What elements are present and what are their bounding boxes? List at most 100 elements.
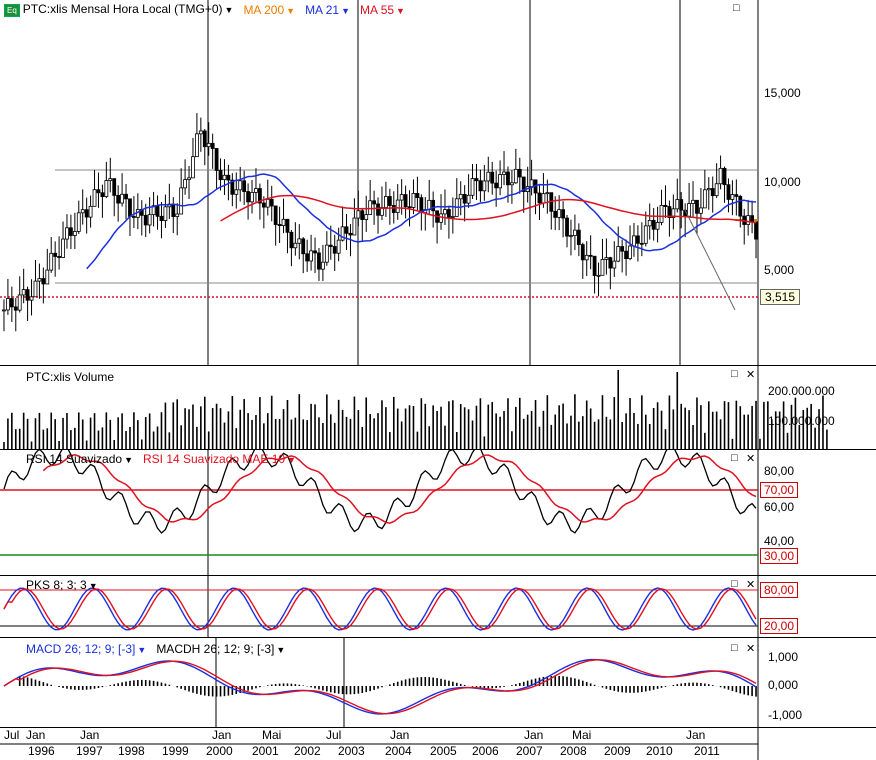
candle-body <box>9 298 14 308</box>
pks-legend-1[interactable]: PKS 8; 3; 3 ▼ <box>26 578 98 592</box>
candle-body <box>596 274 601 277</box>
candle-body <box>305 253 310 262</box>
ma55-legend[interactable]: MA 55 ▼ <box>360 2 405 17</box>
ma200-legend[interactable]: MA 200 ▼ <box>243 2 296 17</box>
candle-body <box>332 246 337 254</box>
candle-body <box>734 194 739 197</box>
candle-body <box>576 229 581 245</box>
x-month-jan: Jan <box>524 728 544 742</box>
chevron-down-icon[interactable]: ▼ <box>276 645 286 655</box>
candle-body <box>636 235 640 244</box>
candle-body <box>450 215 455 218</box>
macd-legend-2[interactable]: MACDH 26; 12; 9; [-3] ▼ <box>156 642 286 656</box>
maximize-icon[interactable]: □ <box>731 452 738 464</box>
candle-body <box>72 231 77 236</box>
candle-body <box>360 210 365 220</box>
candle-body <box>537 192 542 204</box>
candle-body <box>147 214 152 226</box>
candle-body <box>293 242 298 249</box>
candle-body <box>545 192 550 195</box>
candle-body <box>502 171 506 175</box>
candle-body <box>391 205 396 213</box>
candle-body <box>352 217 357 236</box>
price-chart[interactable] <box>0 0 876 366</box>
chevron-down-icon[interactable]: ▼ <box>396 5 405 16</box>
macd-y-tick-0: 0,000 <box>768 678 799 692</box>
candle-body <box>687 203 691 217</box>
candle-body <box>321 261 325 270</box>
chevron-down-icon[interactable]: ▼ <box>88 581 98 591</box>
x-month-jan: Jan <box>390 728 410 742</box>
candle-body <box>510 182 514 186</box>
macd-signal-line <box>3 659 757 715</box>
volume-y-tick-100m: 100.000.000 <box>768 414 835 428</box>
maximize-icon[interactable]: □ <box>731 642 738 654</box>
close-icon[interactable]: ✕ <box>746 643 756 655</box>
candle-body <box>462 193 467 204</box>
chevron-down-icon[interactable]: ▼ <box>124 455 133 465</box>
candle-body <box>403 194 408 208</box>
candle-body <box>132 216 136 218</box>
maximize-icon[interactable]: □ <box>733 2 740 14</box>
candle-body <box>183 179 187 189</box>
candle-body <box>679 199 684 211</box>
candle-body <box>258 188 262 204</box>
close-icon[interactable]: ✕ <box>746 453 756 465</box>
candle-body <box>738 196 743 217</box>
x-axis: Jul Jan Jan Jan Mai Jul Jan Jan Mai Jan … <box>0 728 876 760</box>
maximize-icon[interactable]: □ <box>731 578 738 590</box>
maximize-icon[interactable]: □ <box>731 368 738 380</box>
candle-body <box>210 142 215 149</box>
candle-body <box>69 227 73 236</box>
candle-body <box>273 205 278 225</box>
volume-chart[interactable] <box>0 366 876 450</box>
rsi-legend: RSI 14 Suavizado ▼ RSI 14 Suavizado MAE 1… <box>26 452 296 466</box>
candle-body <box>313 250 317 254</box>
candle-body <box>557 209 562 218</box>
volume-y-tick-200m: 200.000.000 <box>768 384 835 398</box>
candle-body <box>746 215 751 225</box>
candle-body <box>387 196 392 206</box>
rsi-chart[interactable] <box>0 450 876 576</box>
candle-body <box>155 205 160 217</box>
candle-body <box>2 309 6 312</box>
rsi-legend-1[interactable]: RSI 14 Suavizado ▼ <box>26 452 133 466</box>
candle-body <box>608 257 613 269</box>
chevron-down-icon[interactable]: ▼ <box>224 5 234 15</box>
x-year-label: 1997 <box>76 744 103 758</box>
candle-body <box>620 246 625 252</box>
rsi-legend-2[interactable]: RSI 14 Suavizado MAE 10 ▼ <box>142 452 296 466</box>
pks-chart[interactable] <box>0 576 876 638</box>
candle-body <box>65 227 69 240</box>
macd-legend-1[interactable]: MACD 26; 12; 9; [-3] ▼ <box>26 642 147 656</box>
candle-body <box>663 204 668 207</box>
macd-chart[interactable] <box>0 638 876 728</box>
candle-body <box>675 199 680 210</box>
chevron-down-icon[interactable]: ▼ <box>286 5 296 16</box>
candle-body <box>368 200 373 216</box>
candle-body <box>143 214 148 226</box>
x-year-label: 1996 <box>28 744 55 758</box>
symbol-title[interactable]: Eq PTC:xlis Mensal Hora Local (TMG+0) ▼ <box>4 2 233 17</box>
candle-body <box>53 252 58 257</box>
y-tick-10000: 10,000 <box>764 175 801 189</box>
candle-body <box>88 205 93 218</box>
candle-body <box>92 189 97 207</box>
chevron-down-icon[interactable]: ▼ <box>341 5 351 16</box>
close-icon[interactable]: ✕ <box>746 369 756 381</box>
chevron-down-icon[interactable]: ▼ <box>137 645 147 655</box>
macd-panel: MACD 26; 12; 9; [-3] ▼ MACDH 26; 12; 9; [… <box>0 638 876 728</box>
close-icon[interactable]: ✕ <box>746 579 756 591</box>
candle-body <box>104 180 109 198</box>
candle-body <box>667 206 672 218</box>
ma21-legend[interactable]: MA 21 ▼ <box>305 2 351 17</box>
candle-body <box>37 278 42 282</box>
candle-body <box>116 195 121 204</box>
last-price-label: 3,515 <box>760 289 801 305</box>
rsi-y-tick-60: 60,00 <box>764 500 795 514</box>
candle-body <box>506 171 510 186</box>
rsi-panel: RSI 14 Suavizado ▼ RSI 14 Suavizado MAE 1… <box>0 450 876 576</box>
chevron-down-icon[interactable]: ▼ <box>287 455 296 465</box>
candle-body <box>277 224 282 227</box>
candle-body <box>498 174 502 189</box>
